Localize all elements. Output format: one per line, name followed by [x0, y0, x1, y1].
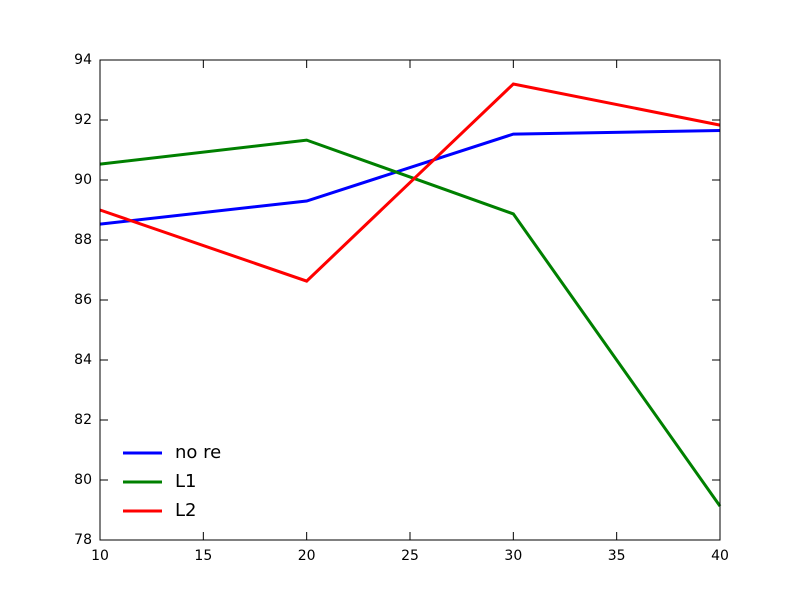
series-line [99, 138, 722, 507]
y-tick-label: 90 [74, 172, 92, 188]
series-line [99, 82, 721, 283]
y-tick-label: 78 [74, 532, 92, 548]
legend-label: L1 [175, 471, 196, 492]
y-tick-label: 80 [74, 472, 92, 488]
x-tick-label: 15 [194, 548, 212, 564]
x-tick-label: 10 [91, 548, 109, 564]
x-tick-label: 40 [711, 548, 729, 564]
y-tick-label: 86 [74, 292, 92, 308]
y-tick-label: 84 [74, 352, 92, 368]
legend: no re L1 L2 [123, 442, 221, 521]
legend-label: no re [175, 442, 221, 463]
x-tick-label: 20 [298, 548, 316, 564]
y-tick-label: 94 [74, 52, 92, 68]
plot-frame [99, 59, 721, 541]
x-tick-label: 25 [401, 548, 419, 564]
x-tick-label: 30 [504, 548, 522, 564]
y-tick-label: 88 [74, 232, 92, 248]
y-tick-label: 82 [74, 412, 92, 428]
y-tick-label: 92 [74, 112, 92, 128]
series-line [99, 129, 721, 226]
legend-label: L2 [175, 500, 196, 521]
x-tick-label: 35 [608, 548, 626, 564]
